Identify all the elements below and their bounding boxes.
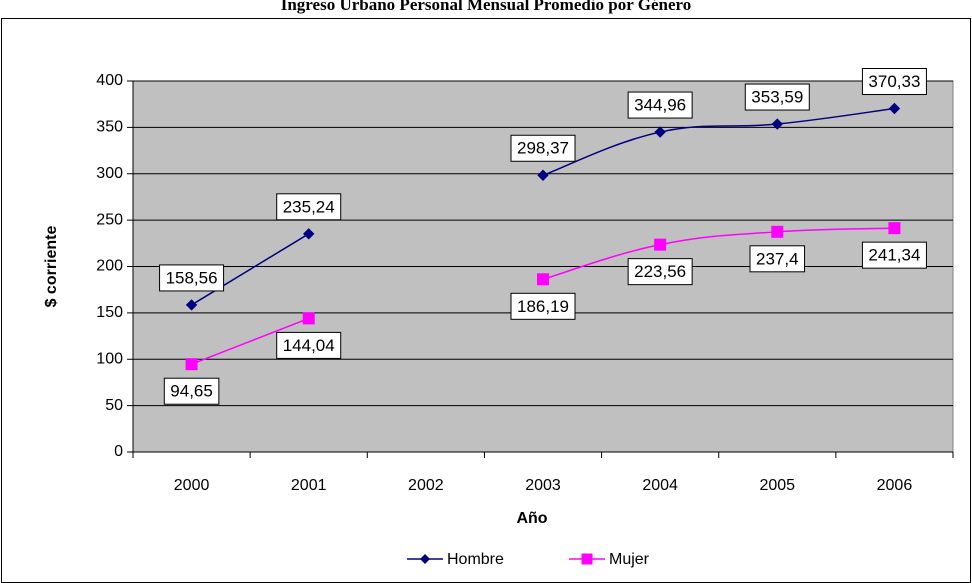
data-label-box xyxy=(861,68,927,96)
data-point xyxy=(771,225,784,238)
y-tick-label: 200 xyxy=(96,258,123,275)
series-line xyxy=(191,317,309,365)
data-point xyxy=(888,222,901,235)
data-label-text: 144,04 xyxy=(283,336,335,355)
y-tick-label: 300 xyxy=(96,165,123,182)
x-axis-title: Año xyxy=(516,510,547,527)
data-label: 344,96 xyxy=(627,91,693,119)
x-tick-label: 2003 xyxy=(525,477,561,494)
y-axis-title: $ corriente xyxy=(43,225,60,307)
data-label: 223,56 xyxy=(627,258,693,286)
x-tick-label: 2002 xyxy=(408,477,444,494)
legend-marker xyxy=(420,554,430,564)
data-label-box xyxy=(510,134,576,162)
data-label-text: 241,34 xyxy=(868,246,920,265)
data-label-box xyxy=(861,241,927,269)
data-label: 298,37 xyxy=(510,134,576,162)
data-label-text: 158,56 xyxy=(166,268,218,287)
data-point xyxy=(888,102,901,115)
data-point xyxy=(303,228,315,240)
data-label-text: 235,24 xyxy=(283,197,335,216)
x-tick-label: 2006 xyxy=(877,477,913,494)
data-label-box xyxy=(627,91,693,119)
y-tick-label: 250 xyxy=(96,211,123,228)
data-label: 158,56 xyxy=(159,264,225,292)
data-label: 237,4 xyxy=(749,245,806,273)
data-point xyxy=(302,312,315,325)
y-tick-label: 150 xyxy=(96,304,123,321)
data-label-text: 186,19 xyxy=(517,297,569,316)
data-label-text: 353,59 xyxy=(751,88,803,107)
x-tick-labels: 2000 2001 2002 2003 2004 2005 2006 xyxy=(174,477,913,494)
data-label-box xyxy=(749,245,806,273)
legend-label: Hombre xyxy=(447,551,504,568)
data-label-text: 370,33 xyxy=(868,72,920,91)
data-label: 370,33 xyxy=(861,68,927,96)
x-tick-label: 2005 xyxy=(759,477,795,494)
y-tick-label: 0 xyxy=(114,443,123,460)
data-label-box xyxy=(159,264,225,292)
series-mujer xyxy=(185,222,901,371)
legend-item-hombre: Hombre xyxy=(407,551,504,568)
x-tick-label: 2001 xyxy=(291,477,327,494)
data-label-box xyxy=(276,193,342,221)
series-line xyxy=(542,227,895,281)
y-tick-labels: 0 50 100 150 200 250 300 350 400 xyxy=(96,72,123,460)
axes xyxy=(132,81,954,458)
data-label-text: 237,4 xyxy=(756,249,799,268)
data-label: 241,34 xyxy=(861,241,927,269)
data-label-box xyxy=(510,292,576,320)
data-label: 186,19 xyxy=(510,292,576,320)
data-label: 353,59 xyxy=(744,83,810,111)
y-tick-label: 400 xyxy=(96,72,123,89)
legend-label: Mujer xyxy=(609,551,650,568)
x-tick-label: 2000 xyxy=(174,477,210,494)
data-point xyxy=(185,299,198,311)
data-label-box xyxy=(627,258,693,286)
data-label-text: 344,96 xyxy=(634,96,686,115)
data-point xyxy=(537,273,549,286)
data-point xyxy=(185,358,198,371)
data-label-box xyxy=(276,331,342,359)
y-tick-label: 350 xyxy=(96,119,123,136)
data-label-text: 298,37 xyxy=(517,139,569,158)
data-label-box xyxy=(163,377,220,405)
data-point xyxy=(771,118,783,130)
data-label: 94,65 xyxy=(163,377,220,405)
series-line xyxy=(542,107,895,176)
y-tick-label: 100 xyxy=(96,350,123,367)
legend: Hombre Mujer xyxy=(407,551,650,568)
data-label: 144,04 xyxy=(276,331,342,359)
data-label-text: 223,56 xyxy=(634,262,686,281)
data-label-text: 94,65 xyxy=(170,382,213,401)
y-tick-label: 50 xyxy=(105,397,123,414)
x-tick-label: 2004 xyxy=(642,477,678,494)
data-label-box xyxy=(744,83,810,111)
series-line xyxy=(191,233,310,306)
gridlines xyxy=(127,80,953,453)
series-hombre xyxy=(185,102,901,311)
data-point xyxy=(654,126,666,138)
data-point xyxy=(537,169,549,181)
data-labels: 158,56 235,24 298,37 344,96 353,59 370,33 94,6… xyxy=(159,68,927,405)
series-layer xyxy=(185,102,901,371)
data-label: 235,24 xyxy=(276,193,342,221)
data-point xyxy=(654,238,667,251)
chart-title: Ingreso Urbano Personal Mensual Promedio… xyxy=(281,0,692,14)
legend-marker xyxy=(581,553,593,565)
legend-item-mujer: Mujer xyxy=(569,551,650,568)
